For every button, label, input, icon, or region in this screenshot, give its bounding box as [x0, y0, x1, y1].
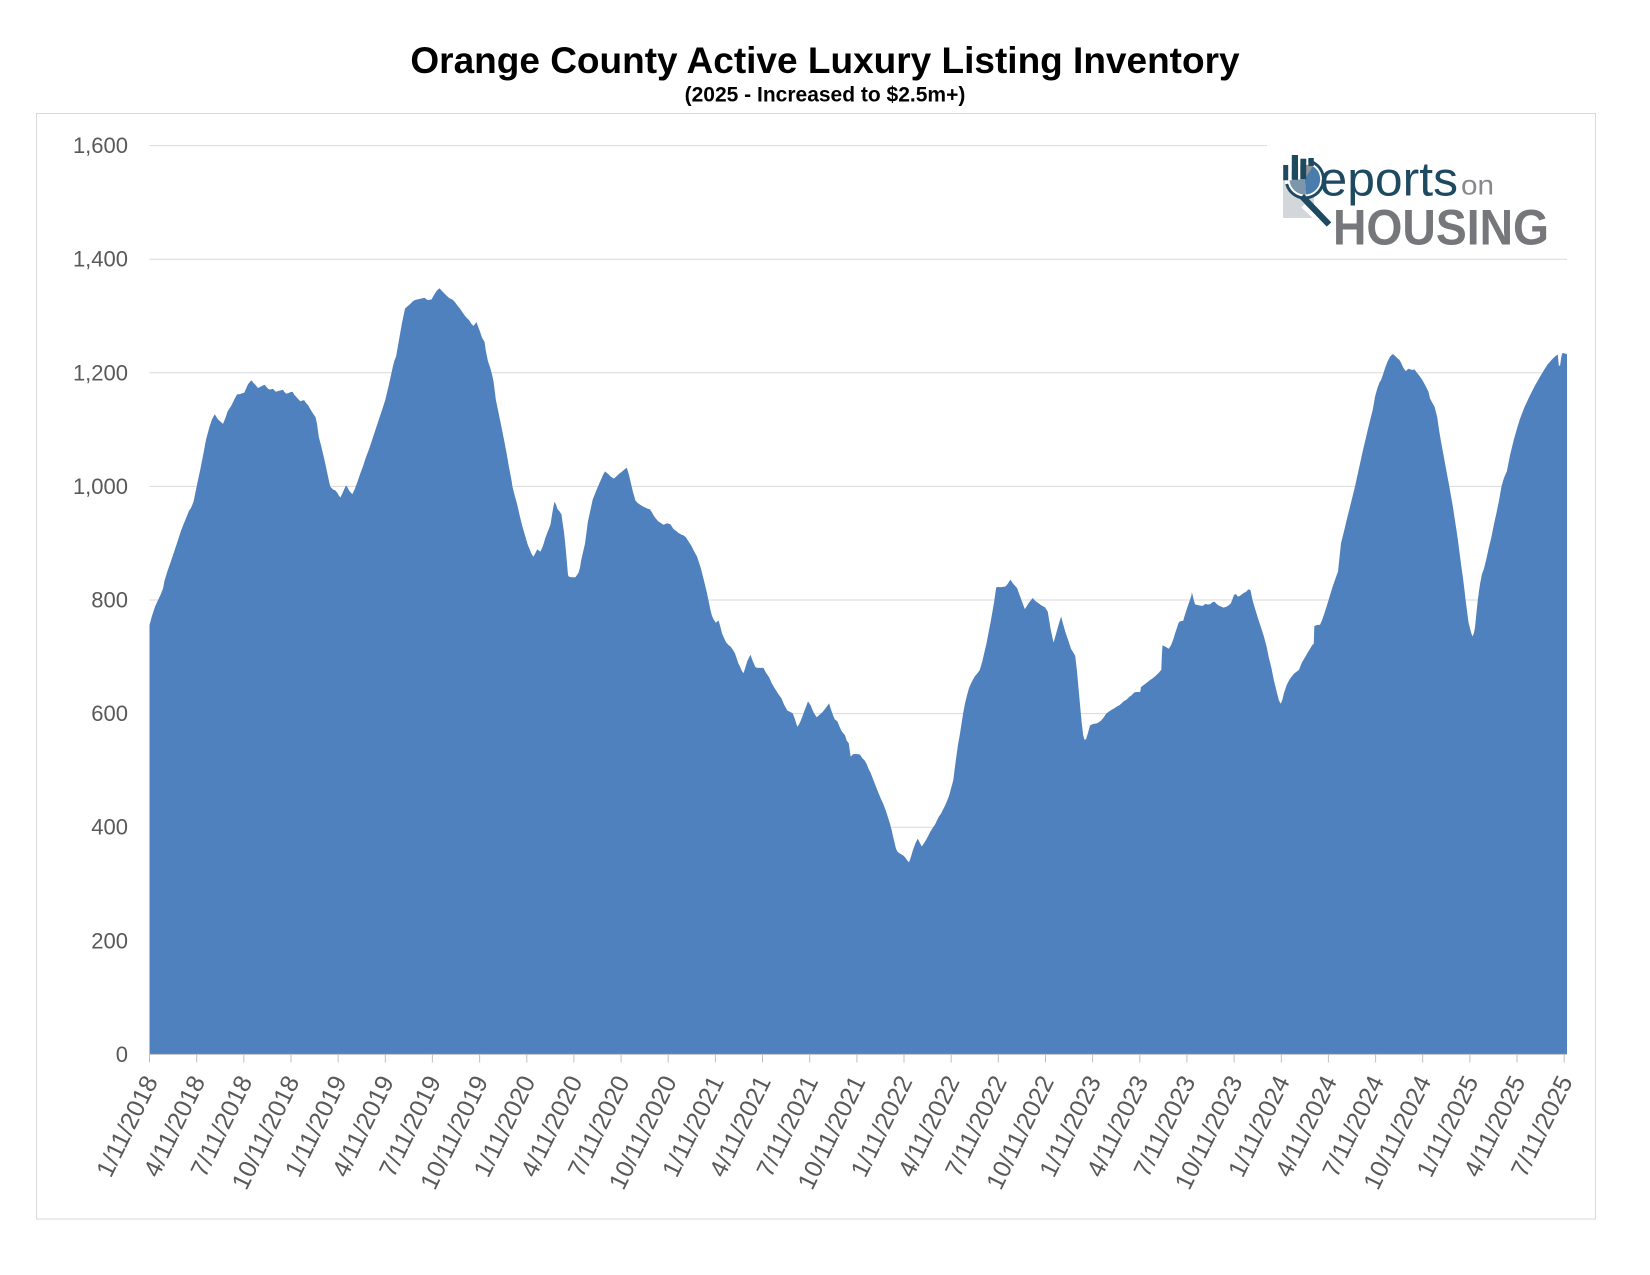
svg-text:(2025 - Increased to $2.5m+): (2025 - Increased to $2.5m+) [685, 84, 966, 107]
svg-text:Orange County Active Luxury Li: Orange County Active Luxury Listing Inve… [410, 40, 1240, 81]
svg-text:HOUSING: HOUSING [1333, 200, 1549, 256]
svg-text:1,600: 1,600 [73, 133, 128, 158]
svg-text:200: 200 [91, 928, 128, 953]
svg-text:1,400: 1,400 [73, 247, 128, 272]
svg-text:600: 600 [91, 701, 128, 726]
svg-text:on: on [1461, 170, 1494, 201]
svg-text:400: 400 [91, 815, 128, 840]
svg-text:1,200: 1,200 [73, 360, 128, 385]
svg-text:0: 0 [116, 1042, 128, 1067]
svg-text:1,000: 1,000 [73, 474, 128, 499]
svg-text:800: 800 [91, 588, 128, 613]
svg-text:eports: eports [1320, 154, 1459, 207]
